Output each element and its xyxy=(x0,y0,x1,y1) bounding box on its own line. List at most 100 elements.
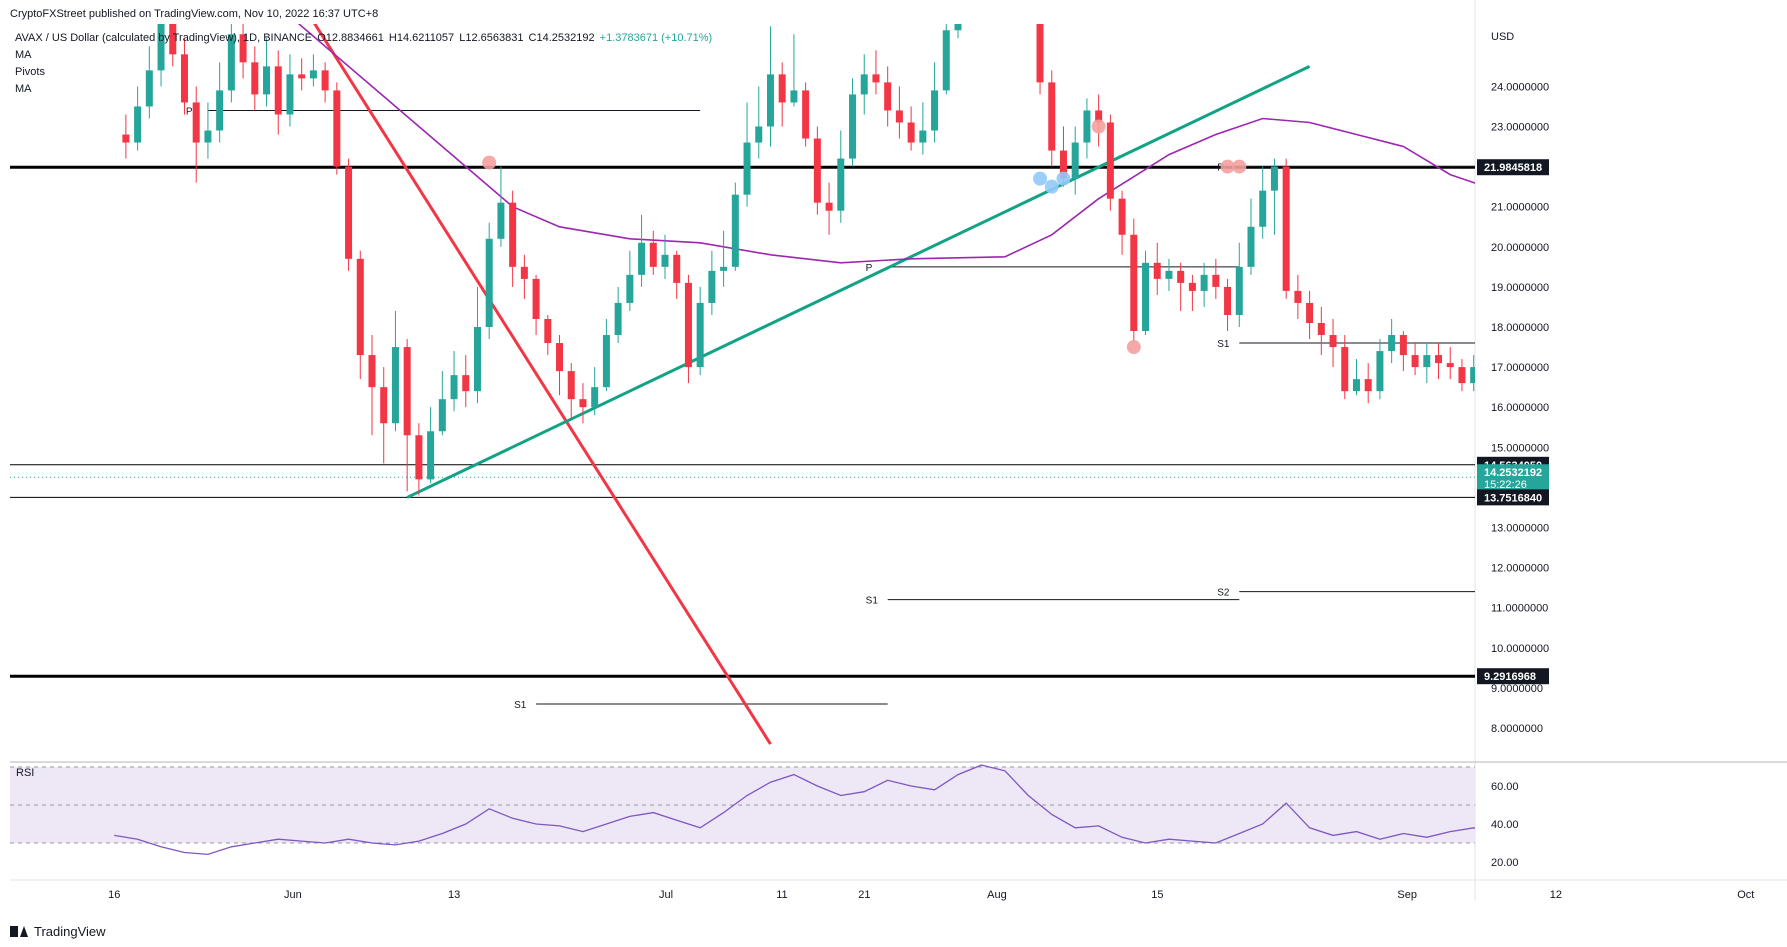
candle-body xyxy=(204,130,212,143)
marker-circle xyxy=(1220,159,1235,174)
candle-body xyxy=(145,70,153,107)
price-badge xyxy=(1477,489,1549,506)
tradingview-brand: TradingView xyxy=(34,924,106,939)
candle-body xyxy=(626,274,634,303)
candle-body xyxy=(849,94,857,159)
candle-body xyxy=(942,30,950,91)
marker-circle xyxy=(1232,159,1247,174)
candle-body xyxy=(1235,266,1243,315)
price-badge-label: 9.2916968 xyxy=(1484,671,1536,683)
candle-body xyxy=(544,318,552,344)
x-tick-label: Oct xyxy=(1737,889,1754,901)
candle-body xyxy=(1130,234,1138,332)
candle-body xyxy=(298,74,306,79)
candle-body xyxy=(1611,403,1618,439)
candle-body xyxy=(825,202,833,211)
pivot-label: P xyxy=(866,263,873,274)
indicator-ma-2[interactable]: MA xyxy=(15,83,32,95)
price-badge-label: 13.7516840 xyxy=(1484,492,1542,504)
candle-body xyxy=(1634,423,1641,451)
candle-body xyxy=(286,74,294,115)
pivot-label: S2 xyxy=(1217,588,1230,599)
candle-body xyxy=(755,126,763,143)
candle-body xyxy=(872,74,880,83)
candle-body xyxy=(1411,355,1419,368)
candle-body xyxy=(462,375,470,392)
symbol-name[interactable]: AVAX / US Dollar (calculated by TradingV… xyxy=(15,32,313,44)
ohlc-close: C14.2532192 xyxy=(528,32,595,44)
symbol-ohlc-line[interactable]: AVAX / US Dollar (calculated by TradingV… xyxy=(15,30,714,47)
candle-body xyxy=(180,54,188,103)
candle-body xyxy=(263,66,271,95)
ohlc-open: O12.8834661 xyxy=(317,32,384,44)
x-tick-label: 16 xyxy=(108,889,120,901)
tradingview-logo-icon xyxy=(10,926,28,937)
candle-body xyxy=(157,24,165,71)
candle-body xyxy=(368,355,376,388)
candle-body xyxy=(1153,262,1161,279)
candle-body xyxy=(122,134,130,143)
candle-body xyxy=(239,34,247,63)
y-tick-label: 12.0000000 xyxy=(1491,563,1549,575)
candle-body xyxy=(1212,274,1220,287)
candle-body xyxy=(907,122,915,143)
candle-body xyxy=(1270,166,1278,191)
candle-body xyxy=(1716,295,1723,311)
candle-body xyxy=(1576,431,1583,435)
candle-body xyxy=(1200,274,1208,291)
candle-body xyxy=(1740,255,1747,307)
y-tick-label: 10.0000000 xyxy=(1491,643,1549,655)
candle-body xyxy=(497,202,505,239)
tradingview-footer[interactable]: TradingView xyxy=(10,924,106,939)
candle-body xyxy=(1306,302,1314,323)
candle-body xyxy=(1048,82,1056,151)
chart-legend: AVAX / US Dollar (calculated by TradingV… xyxy=(15,30,714,98)
y-tick-label: 21.0000000 xyxy=(1491,202,1549,214)
rsi-line xyxy=(114,764,1475,856)
candle-body xyxy=(192,102,200,143)
pivot-label: P xyxy=(186,106,193,117)
candle-body xyxy=(1399,335,1407,356)
y-tick-label: 13.0000000 xyxy=(1491,523,1549,535)
marker-circle xyxy=(1091,119,1106,134)
price-badge-label: 21.9845818 xyxy=(1484,162,1542,174)
candle-body xyxy=(1036,24,1044,83)
candle-body xyxy=(790,90,798,103)
y-tick-label: 19.0000000 xyxy=(1491,282,1549,294)
marker-circle xyxy=(1044,179,1059,194)
candle-body xyxy=(673,254,681,283)
x-tick-label: 13 xyxy=(448,889,460,901)
candle-body xyxy=(802,90,810,139)
marker-circle xyxy=(1126,340,1141,355)
x-tick-label: 11 xyxy=(776,889,787,901)
candle-body xyxy=(1329,335,1337,348)
candle-body xyxy=(216,90,224,131)
candle-body xyxy=(743,142,751,195)
x-tick-label: Sep xyxy=(1397,889,1417,901)
candle-body xyxy=(919,130,927,143)
ohlc-change: +1.3783671 (+10.71%) xyxy=(599,32,713,44)
candle-body xyxy=(556,343,564,372)
candle-body xyxy=(333,90,341,167)
candle-body xyxy=(380,387,388,424)
pivot-label: S1 xyxy=(1217,339,1230,350)
candle-body xyxy=(473,327,481,392)
candle-body xyxy=(884,82,892,111)
candle-body xyxy=(649,242,657,267)
candle-body xyxy=(1095,110,1103,123)
price-axis-label: USD xyxy=(1491,31,1514,43)
y-tick-label: 24.0000000 xyxy=(1491,81,1549,93)
pivot-label: S1 xyxy=(514,700,527,711)
candle-body xyxy=(954,24,962,31)
indicator-ma-1[interactable]: MA xyxy=(15,49,32,61)
rsi-tick-label: 40.00 xyxy=(1491,819,1519,831)
candle-body xyxy=(1658,407,1665,415)
candle-body xyxy=(1751,255,1758,275)
candle-body xyxy=(1341,347,1349,392)
candle-body xyxy=(1071,142,1079,179)
price-badge-countdown: 15:22:26 xyxy=(1484,479,1527,491)
main-pane: PS1PS1PS1S2PS1S2R2R1PS1S2R2R1PS1S2S3 xyxy=(10,24,1758,745)
indicator-pivots[interactable]: Pivots xyxy=(15,66,45,78)
candle-body xyxy=(579,399,587,408)
